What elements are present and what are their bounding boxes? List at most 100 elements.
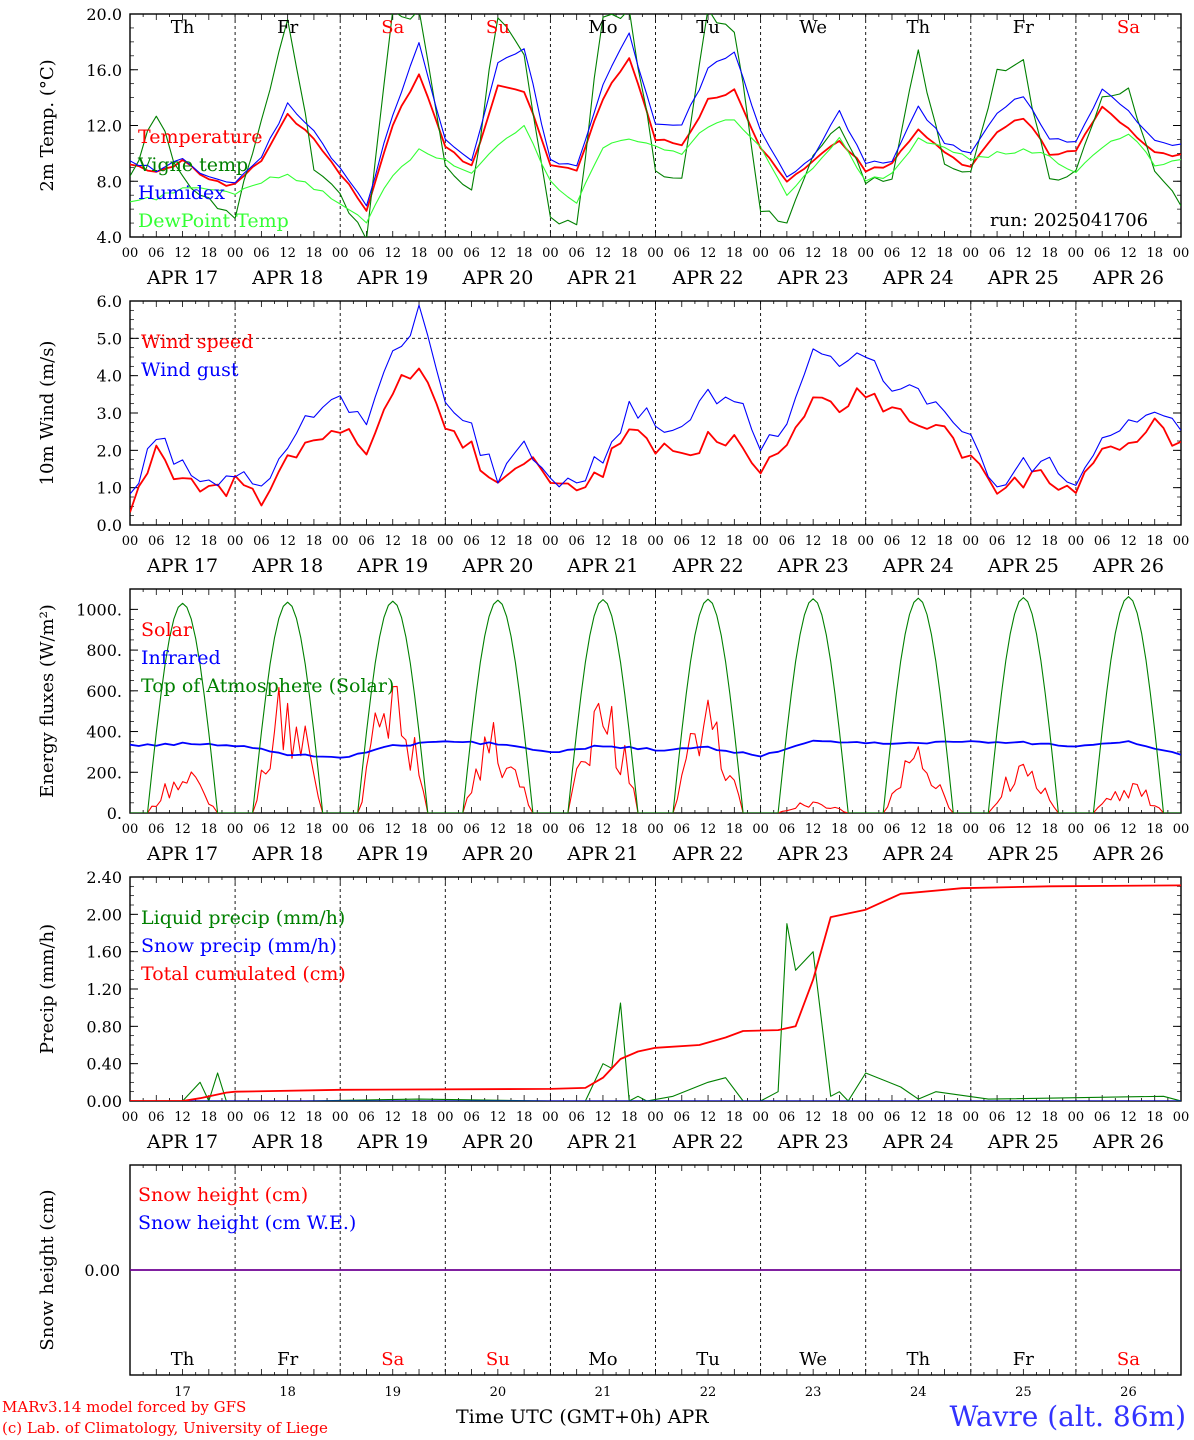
series-line-total-cumulated-cm-	[130, 884, 1181, 1101]
day-name-label: Sa	[1117, 1349, 1140, 1370]
hour-tick-label: 12	[805, 822, 822, 837]
day-name-label: Mo	[588, 1349, 617, 1370]
legend-entry: Temperature	[138, 126, 262, 148]
day-name-label: Sa	[381, 17, 404, 38]
day-name-label: Su	[486, 1349, 510, 1370]
legend-entry: Top of Atmosphere (Solar)	[141, 675, 394, 697]
hour-tick-label: 00	[857, 1110, 874, 1125]
hour-tick-label: 18	[201, 822, 218, 837]
hour-tick-label: 06	[884, 822, 901, 837]
hour-tick-label: 12	[1015, 534, 1032, 549]
hour-tick-label: 00	[1173, 1110, 1190, 1125]
day-name-label: Fr	[277, 17, 298, 38]
hour-tick-label: 00	[857, 534, 874, 549]
day-number-label: 26	[1120, 1385, 1137, 1400]
day-name-label: We	[799, 1349, 827, 1370]
hour-tick-label: 00	[647, 822, 664, 837]
hour-tick-label: 06	[989, 1110, 1006, 1125]
hour-tick-label: 06	[358, 822, 375, 837]
date-label: APR 18	[251, 1131, 323, 1153]
hour-tick-label: 18	[201, 246, 218, 261]
hour-tick-label: 18	[936, 246, 953, 261]
y-tick-label: 800.	[86, 641, 122, 660]
hour-tick-label: 06	[1094, 822, 1111, 837]
legend-entry: DewPoint Temp	[138, 210, 289, 232]
hour-tick-label: 12	[490, 534, 507, 549]
hour-tick-label: 00	[437, 1110, 454, 1125]
hour-tick-label: 00	[437, 822, 454, 837]
hour-tick-label: 00	[1068, 246, 1085, 261]
model-credit: MARv3.14 model forced by GFS	[2, 1398, 247, 1416]
hour-tick-label: 06	[148, 822, 165, 837]
hour-tick-label: 00	[857, 822, 874, 837]
hour-tick-label: 18	[1146, 534, 1163, 549]
hour-tick-label: 12	[595, 1110, 612, 1125]
hour-tick-label: 06	[884, 1110, 901, 1125]
hour-tick-label: 06	[779, 822, 796, 837]
hour-tick-label: 06	[779, 246, 796, 261]
hour-tick-label: 12	[595, 534, 612, 549]
hour-tick-label: 06	[884, 246, 901, 261]
x-axis-title: Time UTC (GMT+0h) APR	[456, 1406, 709, 1428]
hour-tick-label: 12	[700, 534, 717, 549]
hour-tick-label: 12	[805, 534, 822, 549]
hour-tick-label: 00	[332, 1110, 349, 1125]
hour-tick-label: 18	[306, 534, 323, 549]
date-label: APR 20	[461, 555, 533, 577]
hour-tick-label: 06	[148, 534, 165, 549]
day-name-label: Tu	[696, 17, 720, 38]
hour-tick-label: 06	[674, 822, 691, 837]
hour-tick-label: 00	[122, 246, 139, 261]
hour-tick-label: 00	[332, 246, 349, 261]
panel-3: 0. 200. 400. 600. 800. 1000. Energy fluxes (W/…	[37, 588, 1190, 865]
hour-tick-label: 12	[1120, 1110, 1137, 1125]
day-name-label: Fr	[277, 1349, 298, 1370]
series-line-wind-speed	[130, 367, 1181, 513]
y-axis-title: Energy fluxes (W/m²)	[37, 604, 58, 798]
hour-tick-label: 06	[358, 1110, 375, 1125]
panel-5: 0.00 Snow height (cm) Snow height (cm) Snow…	[37, 1164, 1182, 1400]
series-line-wind-gust	[130, 304, 1181, 495]
hour-tick-label: 12	[700, 246, 717, 261]
hour-tick-label: 00	[227, 1110, 244, 1125]
series-line-liquid-precip-mm-h-	[130, 923, 1181, 1101]
date-label: APR 22	[672, 267, 744, 289]
hour-tick-label: 06	[568, 822, 585, 837]
day-number-label: 24	[910, 1385, 927, 1400]
y-tick-label: 0.0	[97, 516, 122, 535]
run-label: run: 2025041706	[990, 210, 1149, 231]
y-tick-label: 4.0	[97, 367, 122, 386]
hour-tick-label: 12	[1015, 1110, 1032, 1125]
hour-tick-label: 00	[1173, 822, 1190, 837]
date-label: APR 24	[882, 843, 954, 865]
hour-tick-label: 06	[568, 1110, 585, 1125]
hour-tick-label: 18	[516, 534, 533, 549]
day-number-label: 22	[700, 1385, 717, 1400]
hour-tick-label: 12	[384, 1110, 401, 1125]
hour-tick-label: 18	[411, 534, 428, 549]
y-tick-label: 1.0	[97, 479, 122, 498]
y-tick-label: 1.20	[86, 980, 122, 999]
hour-tick-label: 00	[647, 246, 664, 261]
y-tick-label: 0.00	[86, 1092, 122, 1111]
y-axis-title: Precip (mm/h)	[37, 924, 58, 1054]
day-name-label: Sa	[381, 1349, 404, 1370]
panel-1: 4.0 8.0 12.0 16.0 20.0 2m Temp. (°C) 00 06 12 18 A…	[37, 5, 1189, 289]
hour-tick-label: 12	[279, 534, 296, 549]
y-tick-label: 200.	[86, 763, 122, 782]
hour-tick-label: 00	[1068, 822, 1085, 837]
hour-tick-label: 00	[542, 534, 559, 549]
y-tick-label: 2.00	[86, 905, 122, 924]
hour-tick-label: 12	[805, 1110, 822, 1125]
date-label: APR 24	[882, 555, 954, 577]
y-tick-label: 12.0	[86, 117, 122, 136]
hour-tick-label: 12	[700, 822, 717, 837]
hour-tick-label: 12	[174, 246, 191, 261]
y-tick-label: 0.	[107, 804, 122, 823]
date-label: APR 25	[987, 267, 1059, 289]
hour-tick-label: 00	[1173, 534, 1190, 549]
date-label: APR 17	[146, 843, 218, 865]
hour-tick-label: 00	[1068, 534, 1085, 549]
hour-tick-label: 18	[936, 822, 953, 837]
